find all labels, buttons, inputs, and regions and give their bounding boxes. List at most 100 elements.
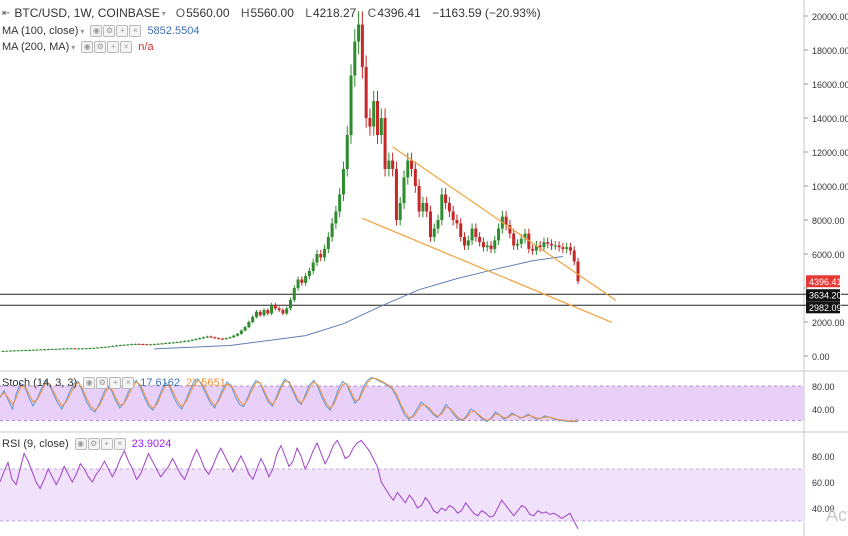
ma200-label[interactable]: MA (200, MA) <box>2 41 70 53</box>
close-icon[interactable]: × <box>122 377 135 389</box>
rsi-label[interactable]: RSI (9, close) <box>2 438 69 450</box>
plus-icon[interactable]: + <box>100 438 113 450</box>
candle <box>485 245 489 248</box>
ma100-label[interactable]: MA (100, close) <box>2 25 79 37</box>
candle <box>92 347 96 349</box>
candle <box>357 24 361 42</box>
candle <box>376 101 380 135</box>
candle <box>126 344 130 346</box>
candle <box>451 211 455 220</box>
candle <box>292 288 296 300</box>
candle <box>118 345 122 347</box>
eye-icon[interactable]: ◉ <box>81 41 94 53</box>
symbol-collapse-icon[interactable]: ⇤ <box>2 7 11 19</box>
candle <box>360 24 364 67</box>
close-icon[interactable]: × <box>129 25 142 37</box>
candle <box>425 203 429 212</box>
plus-icon[interactable]: + <box>116 25 129 37</box>
candle <box>160 343 164 345</box>
eye-icon[interactable]: ◉ <box>74 438 87 450</box>
candle <box>236 333 240 336</box>
candle <box>179 341 183 343</box>
activation-watermark: Act <box>825 505 848 525</box>
price-tick-label: 0.00 <box>812 352 830 362</box>
candle <box>9 350 13 352</box>
price-tick-label: 10000.00 <box>812 182 848 192</box>
candle <box>239 330 243 334</box>
change-value: −1163.59 (−20.93%) <box>432 6 541 20</box>
stoch-k-value: 17.6162 <box>140 377 180 389</box>
candle <box>54 348 58 350</box>
candle <box>266 310 270 314</box>
close-icon[interactable]: × <box>120 41 133 53</box>
candle <box>489 245 493 249</box>
candle <box>88 348 92 350</box>
candle <box>531 248 535 251</box>
candle <box>394 169 398 220</box>
candle <box>542 242 546 248</box>
candle <box>122 344 126 346</box>
candle <box>546 242 550 244</box>
candle <box>69 348 73 350</box>
candle <box>417 186 421 212</box>
candle <box>444 194 448 203</box>
candle <box>508 225 512 234</box>
candle <box>459 223 463 237</box>
candle <box>220 338 224 340</box>
plus-icon[interactable]: + <box>107 41 120 53</box>
candle <box>368 118 372 127</box>
candle <box>130 344 134 346</box>
candle <box>334 211 338 224</box>
gear-icon[interactable]: ⚙ <box>96 377 109 389</box>
stoch-label[interactable]: Stoch (14, 3, 3) <box>2 377 78 389</box>
rsi-value: 23.9024 <box>131 438 172 450</box>
gear-icon[interactable]: ⚙ <box>94 41 107 53</box>
candle <box>164 343 168 345</box>
candle <box>96 347 100 349</box>
chevron-down-icon[interactable]: ▾ <box>71 42 76 52</box>
gear-icon[interactable]: ⚙ <box>87 438 100 450</box>
candle <box>12 350 16 352</box>
candle <box>481 242 485 248</box>
candle <box>201 337 205 339</box>
stoch-tick-label: 80.00 <box>812 382 835 392</box>
candle <box>205 336 209 338</box>
candle <box>470 228 474 241</box>
candle <box>277 308 281 311</box>
stoch-d-line <box>0 378 579 422</box>
candle <box>270 305 274 314</box>
candle <box>111 345 115 347</box>
candle <box>463 237 467 246</box>
open-value: 5560.00 <box>186 6 230 20</box>
gear-icon[interactable]: ⚙ <box>103 25 116 37</box>
candle <box>572 250 576 262</box>
candle <box>198 338 202 340</box>
candle <box>447 203 451 212</box>
close-icon[interactable]: × <box>113 438 126 450</box>
candle <box>345 135 349 169</box>
candle <box>391 160 395 169</box>
candle <box>550 243 554 246</box>
plus-icon[interactable]: + <box>109 377 122 389</box>
price-candles <box>1 11 580 352</box>
candle <box>466 240 470 246</box>
chevron-down-icon[interactable]: ▾ <box>80 26 85 36</box>
candle <box>504 216 508 226</box>
candle <box>387 160 391 169</box>
eye-icon[interactable]: ◉ <box>90 25 103 37</box>
ma100-line <box>154 256 563 350</box>
candle <box>243 327 247 331</box>
candle <box>307 271 311 277</box>
candle <box>73 348 77 350</box>
candle <box>5 350 9 352</box>
eye-icon[interactable]: ◉ <box>83 377 96 389</box>
symbol-title[interactable]: BTC/USD, 1W, COINBASE <box>14 6 160 20</box>
candle <box>523 233 527 239</box>
chevron-down-icon[interactable]: ▾ <box>161 8 166 18</box>
candle <box>273 305 277 309</box>
candle <box>16 350 20 352</box>
wedge-trendline <box>392 146 617 301</box>
candle <box>50 349 54 351</box>
candle <box>338 194 342 212</box>
